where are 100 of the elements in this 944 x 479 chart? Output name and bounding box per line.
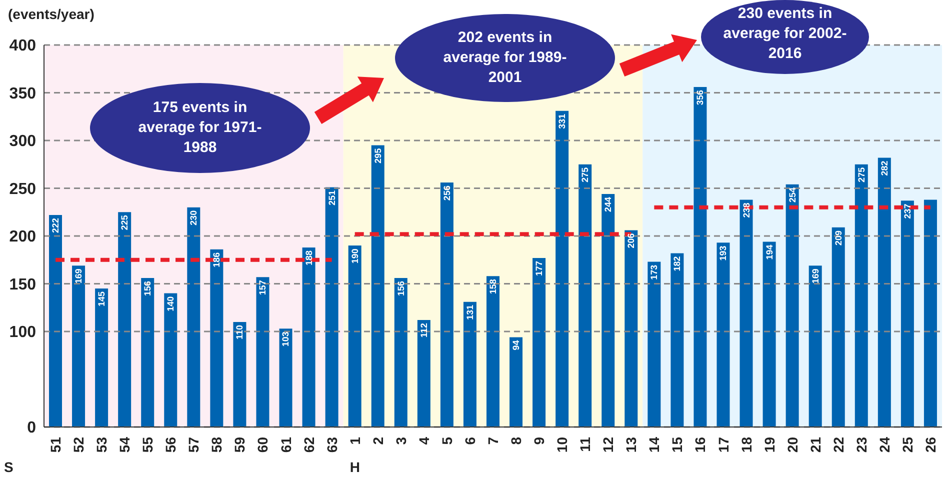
x-tick-label: 62 <box>300 436 317 453</box>
data-label: 237 <box>902 204 912 219</box>
bar <box>832 227 845 427</box>
data-label: 356 <box>695 90 706 106</box>
x-tick-label: 4 <box>416 436 432 445</box>
bar <box>786 184 799 427</box>
bar <box>556 110 569 427</box>
bar <box>900 200 914 427</box>
annotation: 175 events in average for 1971-1988 <box>137 98 263 158</box>
x-tick-label: 19 <box>761 436 778 453</box>
bar <box>49 214 62 427</box>
x-tick-label: 13 <box>623 436 640 453</box>
bar <box>694 87 707 427</box>
bar <box>141 278 154 427</box>
data-label: 182 <box>672 256 682 272</box>
bar <box>578 164 592 427</box>
data-label: 188 <box>304 250 314 266</box>
x-tick-label: 23 <box>853 436 870 453</box>
data-label: 131 <box>464 304 475 320</box>
bar <box>602 194 615 427</box>
y-axis-title: (events/year) <box>8 6 94 22</box>
x-tick-label: 22 <box>830 436 846 453</box>
x-tick-label: 52 <box>70 436 87 453</box>
x-tick-label: 25 <box>899 436 916 453</box>
bar <box>670 253 684 427</box>
annotation: 202 events in average for 1989-2001 <box>442 28 568 88</box>
data-label: 157 <box>258 280 268 296</box>
x-tick-label: 14 <box>646 436 662 453</box>
bar <box>716 242 730 427</box>
data-label: 156 <box>396 281 406 296</box>
bar <box>532 258 546 427</box>
bar <box>279 328 292 427</box>
data-label: 140 <box>166 296 176 312</box>
bar <box>118 212 132 427</box>
bar <box>348 246 362 427</box>
x-tick-label: 16 <box>692 436 708 453</box>
data-label: 251 <box>326 190 337 206</box>
data-label: 173 <box>649 264 660 280</box>
x-tick-label: 54 <box>116 436 133 453</box>
x-tick-label: 26 <box>922 436 938 453</box>
data-label: 206 <box>626 233 636 248</box>
x-tick-label: 56 <box>162 436 179 453</box>
bar <box>808 266 822 427</box>
x-tick-label: 9 <box>531 436 548 445</box>
data-label: 186 <box>212 252 222 268</box>
bar <box>854 164 868 427</box>
y-tick-label: 200 <box>9 228 36 246</box>
data-label: 177 <box>534 260 544 276</box>
data-label: 244 <box>603 196 614 212</box>
data-label: 275 <box>856 167 866 182</box>
data-label: 295 <box>372 148 383 164</box>
bar <box>486 276 500 427</box>
y-tick-label: 300 <box>9 133 36 150</box>
x-tick-label: 58 <box>208 436 225 453</box>
data-label: 112 <box>418 323 429 338</box>
bar <box>510 337 523 427</box>
x-tick-label: 12 <box>600 436 616 453</box>
annotation: 230 events in average for 2002-2016 <box>722 4 848 64</box>
data-label: 169 <box>810 268 820 284</box>
data-label: 230 <box>188 210 199 226</box>
x-tick-label: 60 <box>254 436 271 453</box>
bar <box>210 249 224 427</box>
x-tick-label: 57 <box>186 436 202 453</box>
x-tick-label: 6 <box>462 436 478 445</box>
y-tick-label: 150 <box>9 276 36 294</box>
data-label: 190 <box>350 248 360 264</box>
data-label: 275 <box>580 167 590 182</box>
bar <box>463 302 476 427</box>
bar <box>164 293 178 427</box>
x-tick-label: 7 <box>485 436 501 445</box>
data-label: 331 <box>557 114 568 129</box>
x-tick-label: 61 <box>278 436 294 453</box>
bar <box>878 158 891 427</box>
y-tick-label: 100 <box>9 324 36 342</box>
bar <box>302 247 316 427</box>
data-label: 222 <box>50 218 60 234</box>
x-tick-label: 53 <box>94 436 110 453</box>
x-tick-label: 51 <box>48 436 64 453</box>
data-label: 169 <box>74 268 84 284</box>
bar <box>187 207 200 427</box>
data-label: 94 <box>511 340 522 350</box>
data-label: 103 <box>280 332 291 347</box>
x-tick-label: 21 <box>807 436 824 453</box>
x-tick-label: 5 <box>438 436 455 445</box>
x-tick-label: 18 <box>738 436 754 453</box>
text: H <box>350 459 360 475</box>
bar <box>394 278 408 427</box>
x-tick-label: 1 <box>346 436 363 445</box>
data-label: 209 <box>833 230 844 246</box>
bar <box>924 200 937 427</box>
x-tick-label: 63 <box>324 436 340 453</box>
x-tick-label: 15 <box>669 436 686 453</box>
y-tick-label: 350 <box>9 85 36 102</box>
y-tick-label: 400 <box>9 38 36 55</box>
bar <box>95 288 108 427</box>
x-tick-label: 55 <box>140 436 156 453</box>
data-label: 145 <box>96 292 107 307</box>
x-tick-label: 59 <box>232 436 248 453</box>
data-label: 256 <box>442 186 452 201</box>
x-tick-label: 8 <box>508 436 524 445</box>
